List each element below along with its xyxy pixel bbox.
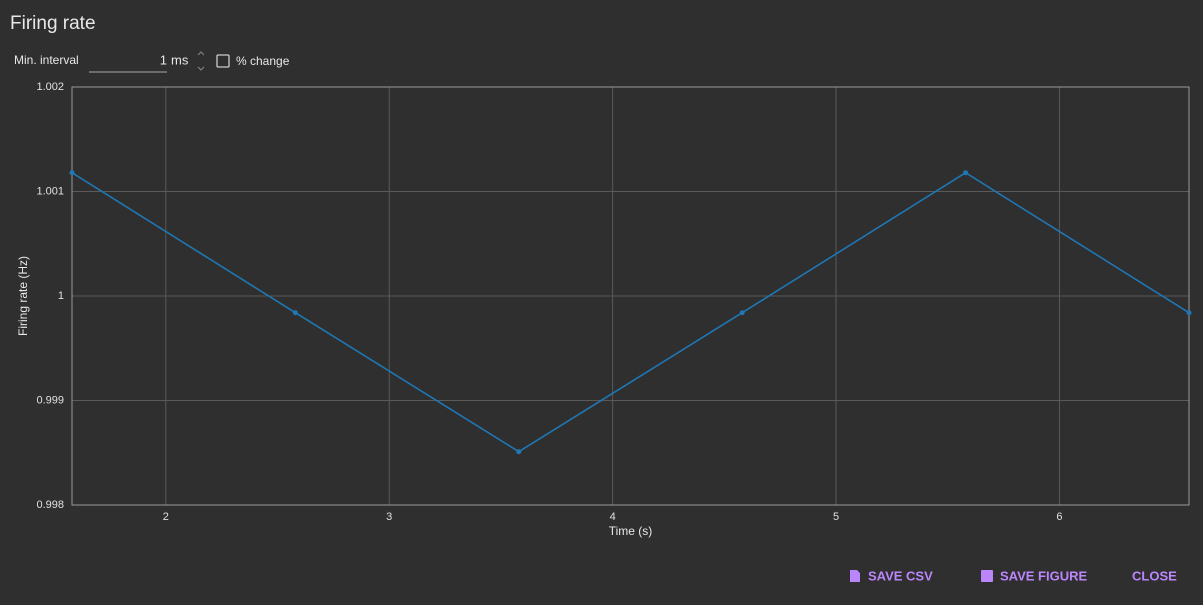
x-axis-label: Time (s) xyxy=(609,524,653,538)
x-tick-label: 6 xyxy=(1056,511,1062,523)
plot: 0.998 0.999 1 1.001 1.002 2 3 4 5 6 Time (s) Firing… xyxy=(16,81,1192,538)
csv-icon xyxy=(850,570,860,582)
data-point xyxy=(292,310,298,316)
x-tick-label: 2 xyxy=(163,511,169,523)
plot-border xyxy=(71,86,1190,506)
spinner[interactable] xyxy=(197,51,205,71)
min-interval-input[interactable]: 1 xyxy=(160,52,167,67)
data-point xyxy=(963,170,969,176)
x-tick-label: 5 xyxy=(833,511,839,523)
checkbox-label: % change xyxy=(236,54,290,68)
data-point xyxy=(516,449,522,455)
dialog-title: Firing rate xyxy=(10,13,96,34)
y-tick-label: 1.001 xyxy=(36,185,64,197)
save-csv-button[interactable]: SAVE CSV xyxy=(868,568,933,583)
figure-icon xyxy=(981,570,993,582)
data-point xyxy=(69,170,75,176)
y-tick-label: 1.002 xyxy=(36,81,64,93)
data-point xyxy=(1186,310,1192,316)
close-button[interactable]: CLOSE xyxy=(1132,568,1177,583)
y-tick-label: 1 xyxy=(58,290,64,302)
y-tick-label: 0.998 xyxy=(36,499,64,511)
unit-label: ms xyxy=(171,52,189,67)
y-tick-label: 0.999 xyxy=(36,394,64,406)
data-point xyxy=(739,310,745,316)
y-axis-label: Firing rate (Hz) xyxy=(16,256,30,336)
x-tick-label: 3 xyxy=(386,511,392,523)
checkbox[interactable] xyxy=(216,54,230,68)
min-interval-label: Min. interval xyxy=(14,53,79,67)
data-line xyxy=(71,171,1190,453)
save-figure-button[interactable]: SAVE FIGURE xyxy=(1000,568,1087,583)
x-tick-label: 4 xyxy=(610,511,616,523)
